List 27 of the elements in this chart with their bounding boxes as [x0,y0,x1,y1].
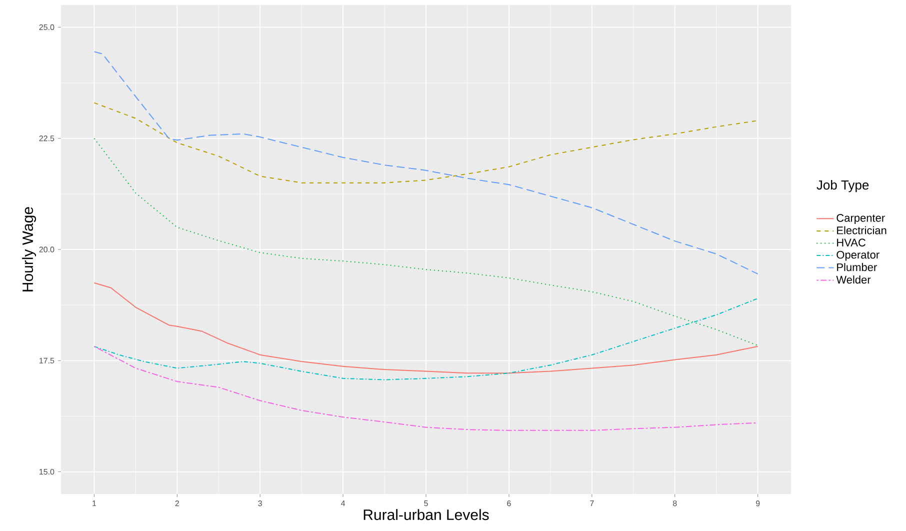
x-tick-label: 2 [175,500,179,506]
y-axis-title: Hourly Wage [22,207,36,292]
x-tick-label: 3 [258,500,262,506]
line-series [94,282,758,374]
legend-label: Electrician [837,226,886,234]
y-tick-label: 15.0 [40,468,54,475]
y-tick-label: 25.0 [39,24,54,30]
x-tick-label: 5 [424,500,428,506]
legend-label: Welder [836,276,871,284]
line-series [94,51,758,274]
legend-label: HVAC [837,238,866,246]
legend-label: Plumber [837,263,877,272]
legend-title: Job Type [816,180,869,192]
x-tick-label: 6 [507,500,511,506]
x-tick-label: 7 [590,500,594,506]
x-tick-label: 8 [672,500,677,506]
x-axis-title: Rural-urban Levels [364,509,489,520]
y-tick-label: 20.0 [39,246,54,252]
line-series [94,138,758,346]
y-tick-label: 17.5 [40,358,54,364]
line-series [94,298,758,380]
legend-label: Carpenter [836,214,885,224]
y-tick-label: 22.5 [39,136,54,142]
x-tick-label: 9 [756,500,760,506]
legend-label: Operator [836,250,880,261]
x-tick-label: 4 [341,500,346,506]
x-tick-label: 1 [92,500,96,506]
